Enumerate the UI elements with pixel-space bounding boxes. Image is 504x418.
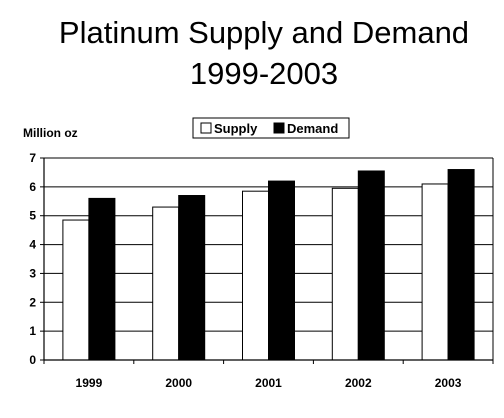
legend: Supply Demand [192, 117, 350, 139]
bar-demand-2003 [447, 169, 475, 361]
y-tick-label: 3 [29, 266, 36, 280]
legend-box [192, 117, 350, 139]
bars [62, 169, 475, 361]
bar-demand-2000 [178, 195, 206, 361]
x-tick-label: 2001 [255, 376, 282, 390]
legend-swatch-demand [273, 122, 285, 134]
y-tick-label: 6 [29, 180, 36, 194]
chart-subtitle: 1999-2003 [189, 56, 339, 91]
bar-demand-2001 [268, 180, 295, 361]
x-tick-label: 2003 [435, 376, 462, 390]
y-tick-label: 5 [29, 209, 36, 223]
y-tick-label: 2 [29, 295, 36, 309]
y-axis-label: Million oz [23, 126, 78, 140]
chart-title: Platinum Supply and Demand [58, 15, 470, 50]
axes: 0 1 2 3 4 5 6 7 1999 2000 2001 2002 2003 [29, 151, 494, 390]
legend-label-demand: Demand [287, 121, 338, 136]
x-tick-label: 2000 [165, 376, 192, 390]
bar-supply-1999 [62, 219, 90, 361]
bar-demand-1999 [88, 197, 116, 361]
x-tick-label: 2002 [345, 376, 372, 390]
y-tick-label: 7 [29, 151, 36, 165]
bar-supply-2001 [242, 190, 269, 361]
y-tick-label: 0 [29, 353, 36, 367]
y-tick-label: 4 [29, 238, 36, 252]
bar-supply-2003 [421, 183, 449, 361]
bar-demand-2002 [357, 170, 385, 361]
y-tick-label: 1 [29, 324, 36, 338]
bar-supply-2000 [152, 206, 180, 361]
legend-label-supply: Supply [214, 121, 258, 136]
x-tick-label: 1999 [76, 376, 103, 390]
bar-supply-2002 [331, 187, 359, 361]
legend-swatch-supply [200, 122, 212, 134]
